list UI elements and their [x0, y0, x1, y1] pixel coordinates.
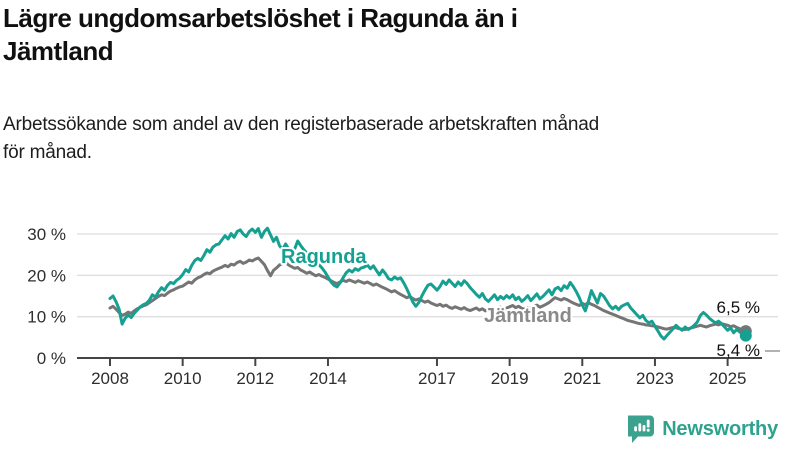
x-tick-label: 2012	[236, 369, 274, 388]
brand-name: Newsworthy	[662, 418, 778, 440]
x-tick-label: 2008	[91, 369, 129, 388]
series-line-ragunda	[108, 226, 748, 341]
end-value-label-jmtland: 6,5 %	[717, 298, 760, 317]
logo-exclamation-bar	[646, 419, 650, 428]
x-tick-label: 2010	[164, 369, 202, 388]
chart-subtitle-line-1: Arbetssökande som andel av den registerb…	[3, 114, 600, 135]
page-title-line-1: Lägre ungdomsarbetslöshet i Ragunda än i	[3, 3, 518, 33]
chart-subtitle: Arbetssökande som andel av den registerb…	[3, 111, 599, 167]
end-dot-ragunda	[739, 329, 752, 342]
series-line-jmtland	[108, 256, 748, 333]
page-title: Lägre ungdomsarbetslöshet i Ragunda än i…	[3, 2, 518, 68]
y-tick-label: 30 %	[27, 225, 66, 244]
x-tick-label: 2014	[309, 369, 347, 388]
logo-bar-2	[638, 423, 642, 432]
logo-bar-1	[634, 426, 638, 432]
series-label-ragunda: Ragunda	[281, 246, 367, 268]
x-tick-label: 2019	[491, 369, 529, 388]
logo-bar-3	[642, 425, 646, 432]
logo-exclamation-dot	[646, 428, 650, 432]
y-tick-label: 0 %	[37, 349, 66, 368]
x-tick-label: 2023	[636, 369, 674, 388]
page-title-line-2: Jämtland	[3, 36, 114, 66]
x-tick-label: 2021	[563, 369, 601, 388]
newsworthy-logo-icon	[628, 415, 655, 443]
brand-footer: Newsworthy	[628, 415, 778, 444]
x-tick-label: 2017	[418, 369, 456, 388]
series-label-jmtland: Jämtland	[484, 305, 572, 327]
end-value-label-ragunda: 5,4 %	[717, 341, 760, 360]
y-tick-label: 10 %	[27, 308, 66, 327]
x-tick-label: 2025	[709, 369, 747, 388]
chart-subtitle-line-2: för månad.	[3, 142, 92, 163]
y-tick-label: 20 %	[27, 266, 66, 285]
